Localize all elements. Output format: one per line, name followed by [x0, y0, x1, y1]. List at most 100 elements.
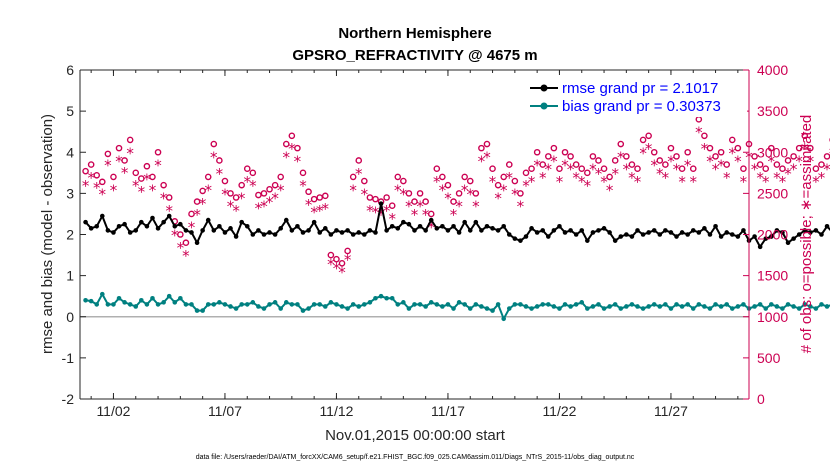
- rmse-point: [763, 236, 769, 241]
- bias-point: [339, 304, 345, 309]
- obs-possible-point: [528, 165, 535, 172]
- obs-possible-point: [466, 177, 474, 185]
- obs-possible-point: [243, 165, 251, 172]
- bias-point: [183, 302, 189, 307]
- obs-possible-point: [611, 157, 619, 164]
- obs-possible-point: [427, 210, 435, 218]
- bias-point: [406, 306, 412, 311]
- obs-assimilated-point: *: [143, 171, 151, 189]
- rmse-point: [228, 226, 233, 231]
- obs-assimilated-point: *: [394, 181, 402, 199]
- rmse-point: [233, 234, 239, 239]
- bias-point: [311, 302, 317, 307]
- bias-point: [389, 295, 395, 301]
- rmse-point: [250, 232, 256, 237]
- bias-point: [172, 300, 178, 305]
- rmse-point: [757, 244, 763, 250]
- rmse-point: [127, 230, 133, 235]
- obs-possible-point: [232, 194, 240, 201]
- rmse-point: [657, 232, 663, 237]
- rmse-point: [540, 228, 546, 233]
- obs-assimilated-point: *: [584, 177, 592, 195]
- rmse-point: [596, 228, 601, 233]
- obs-assimilated-point: *: [823, 161, 830, 179]
- rmse-point: [690, 228, 696, 233]
- obs-possible-point: [310, 195, 318, 203]
- rmse-point: [467, 228, 473, 233]
- obs-assimilated-point: *: [216, 165, 224, 183]
- obs-assimilated-point: *: [818, 169, 826, 187]
- rmse-point: [88, 226, 94, 231]
- y-tick-label: 1: [66, 268, 74, 284]
- rmse-point: [629, 234, 635, 239]
- y-tick-label: 2: [66, 227, 74, 243]
- obs-possible-point: [99, 178, 106, 186]
- rmse-point: [451, 223, 456, 229]
- obs-assimilated-point: *: [99, 185, 107, 203]
- obs-assimilated-point: *: [589, 161, 597, 179]
- rmse-point: [105, 228, 111, 233]
- obs-assimilated-point: *: [316, 202, 324, 220]
- obs-possible-point: [712, 153, 719, 160]
- obs-assimilated-point: *: [723, 169, 731, 187]
- rmse-point: [434, 226, 440, 231]
- obs-assimilated-point: *: [550, 152, 558, 170]
- obs-assimilated-point: *: [623, 161, 631, 179]
- bias-point: [802, 302, 808, 307]
- obs-possible-point: [444, 181, 452, 189]
- obs-possible-point: [316, 194, 324, 201]
- rmse-point: [428, 217, 434, 223]
- bias-point: [295, 302, 300, 307]
- obs-assimilated-point: *: [104, 157, 112, 175]
- obs-assimilated-point: *: [678, 173, 686, 191]
- bias-point: [724, 302, 729, 307]
- obs-assimilated-point: *: [400, 185, 408, 203]
- bias-point: [239, 302, 244, 307]
- obs-possible-point: [121, 157, 128, 164]
- legend: rmse grand pr = 2.1017 bias grand pr = 0…: [525, 75, 747, 117]
- obs-possible-point: [595, 157, 602, 164]
- bias-point: [752, 304, 757, 309]
- obs-possible-point: [556, 165, 563, 172]
- obs-possible-point: [149, 173, 156, 181]
- rmse-point: [205, 217, 211, 223]
- obs-possible-point: [478, 144, 485, 152]
- rmse-point: [724, 230, 729, 235]
- rmse-point: [356, 230, 362, 235]
- rmse-point: [139, 219, 144, 225]
- bias-point: [718, 304, 724, 309]
- obs-possible-point: [182, 239, 190, 247]
- rmse-point: [752, 234, 757, 239]
- bias-point: [729, 306, 735, 311]
- bias-point: [757, 302, 763, 307]
- bias-point: [395, 302, 401, 307]
- bias-point: [713, 302, 718, 307]
- rmse-point: [651, 228, 657, 233]
- rmse-point: [473, 219, 479, 225]
- rmse-point: [663, 228, 668, 233]
- bias-point: [189, 302, 194, 307]
- obs-assimilated-point: *: [277, 181, 285, 199]
- obs-assimilated-point: *: [204, 181, 212, 199]
- bias-point: [445, 302, 451, 307]
- rmse-point: [819, 232, 824, 237]
- rmse-point: [161, 219, 166, 225]
- obs-possible-point: [634, 165, 641, 172]
- obs-possible-point: [589, 153, 597, 160]
- rmse-point: [261, 232, 267, 237]
- bias-point: [94, 302, 100, 307]
- obs-possible-point: [617, 140, 625, 148]
- obs-possible-point: [405, 190, 413, 197]
- rmse-point: [178, 221, 183, 227]
- obs-possible-point: [723, 161, 731, 168]
- obs-assimilated-point: *: [310, 203, 318, 221]
- obs-assimilated-point: *: [455, 198, 463, 216]
- obs-assimilated-point: *: [639, 144, 647, 162]
- bias-point: [211, 302, 217, 307]
- obs-assimilated-point: *: [361, 185, 369, 203]
- rmse-point: [573, 232, 579, 237]
- obs-assimilated-point: *: [812, 173, 820, 191]
- bias-point: [412, 302, 417, 307]
- obs-possible-point: [400, 177, 407, 185]
- obs-assimilated-point: *: [829, 144, 830, 162]
